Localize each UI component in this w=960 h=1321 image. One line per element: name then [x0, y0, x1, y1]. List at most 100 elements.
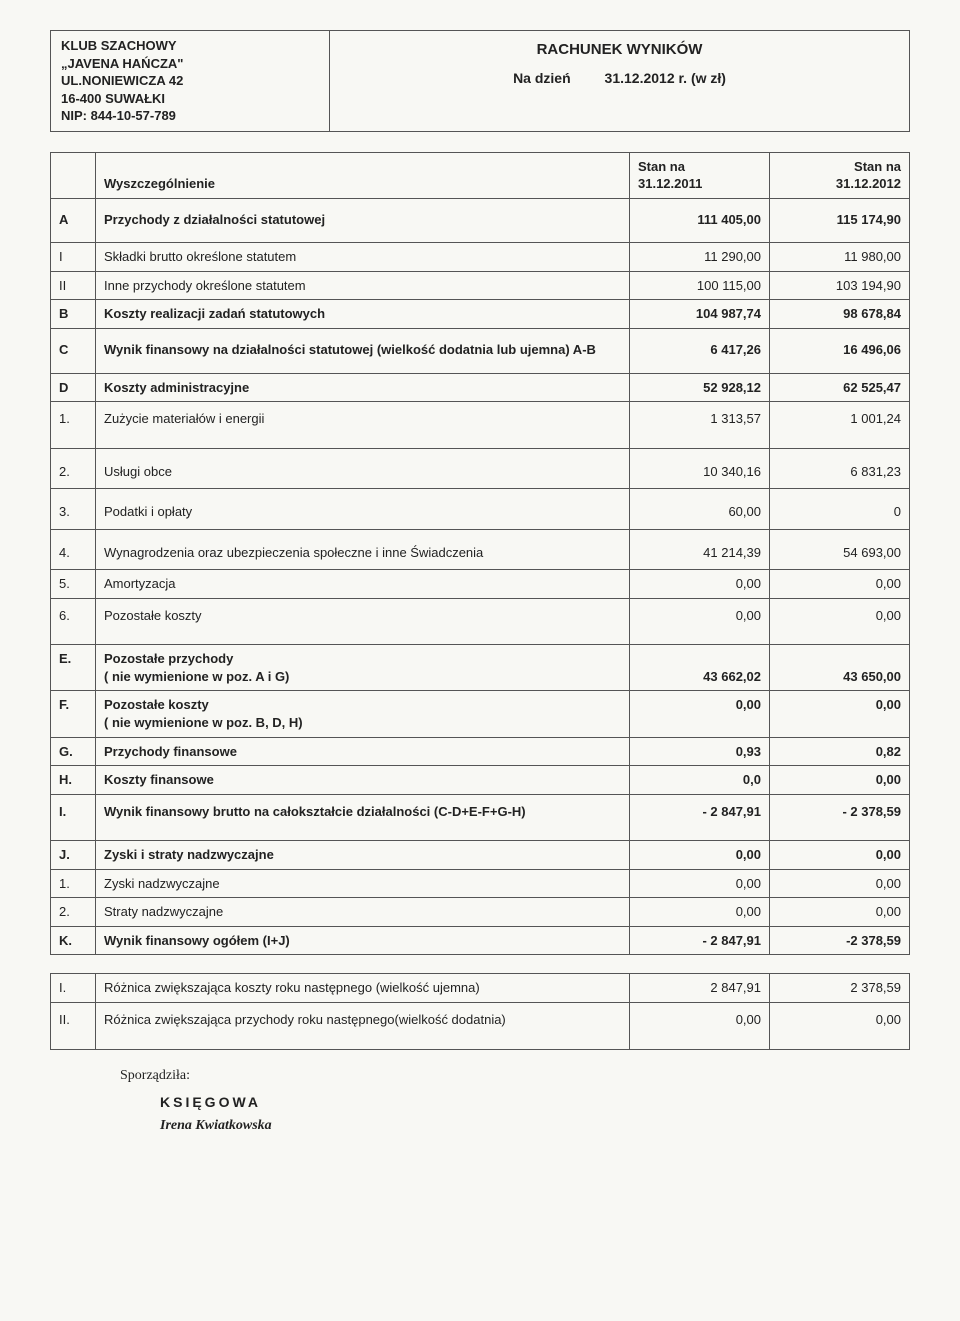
row-id: 1.	[51, 402, 96, 449]
row-id: D	[51, 373, 96, 402]
row-label: Straty nadzwyczajne	[96, 898, 630, 927]
row-id: 4.	[51, 529, 96, 570]
second-table: I.Różnica zwiększająca koszty roku nastę…	[50, 973, 910, 1049]
row-label: Pozostałe koszty	[96, 598, 630, 645]
header-col2: Stan na 31.12.2012	[770, 152, 910, 198]
row-label: Przychody z działalności statutowej	[96, 198, 630, 243]
table-row: DKoszty administracyjne52 928,1262 525,4…	[51, 373, 910, 402]
table-row: 5.Amortyzacja0,000,00	[51, 570, 910, 599]
table-row: ISkładki brutto określone statutem11 290…	[51, 243, 910, 272]
table-row: II.Różnica zwiększająca przychody roku n…	[51, 1002, 910, 1049]
row-value-2011: 41 214,39	[630, 529, 770, 570]
table-row: 3.Podatki i opłaty60,000	[51, 489, 910, 530]
row-id: 5.	[51, 570, 96, 599]
table-row: CWynik finansowy na działalności statuto…	[51, 329, 910, 374]
row-value-2011: 0,00	[630, 869, 770, 898]
org-line: KLUB SZACHOWY	[61, 37, 319, 55]
row-value-2012: 115 174,90	[770, 198, 910, 243]
row-id: I.	[51, 794, 96, 841]
row-value-2011: 60,00	[630, 489, 770, 530]
table-row: E.Pozostałe przychody( nie wymienione w …	[51, 645, 910, 691]
table-row: 6.Pozostałe koszty0,000,00	[51, 598, 910, 645]
row-label: Różnica zwiększająca koszty roku następn…	[96, 974, 630, 1003]
row-value-2012: 103 194,90	[770, 271, 910, 300]
table-row: G.Przychody finansowe0,930,82	[51, 737, 910, 766]
date-row: Na dzień 31.12.2012 r. (w zł)	[350, 70, 889, 86]
header-empty	[51, 152, 96, 198]
table-row: 1.Zyski nadzwyczajne0,000,00	[51, 869, 910, 898]
table-row: 2.Straty nadzwyczajne0,000,00	[51, 898, 910, 927]
org-line: NIP: 844-10-57-789	[61, 107, 319, 125]
row-value-2012: 0,00	[770, 898, 910, 927]
row-value-2011: 52 928,12	[630, 373, 770, 402]
row-id: I	[51, 243, 96, 272]
row-label: Zyski nadzwyczajne	[96, 869, 630, 898]
row-id: H.	[51, 766, 96, 795]
row-id: E.	[51, 645, 96, 691]
row-value-2011: 43 662,02	[630, 645, 770, 691]
row-label: Wynik finansowy ogółem (I+J)	[96, 926, 630, 955]
main-table: Wyszczególnienie Stan na 31.12.2011 Stan…	[50, 152, 910, 956]
row-value-2012: -2 378,59	[770, 926, 910, 955]
row-id: II	[51, 271, 96, 300]
row-label: Usługi obce	[96, 448, 630, 489]
header-col1-line1: Stan na	[638, 159, 685, 174]
row-value-2012: 54 693,00	[770, 529, 910, 570]
row-id: 2.	[51, 448, 96, 489]
row-label: Pozostałe koszty( nie wymienione w poz. …	[96, 691, 630, 737]
row-value-2012: - 2 378,59	[770, 794, 910, 841]
role-text: KSIĘGOWA	[160, 1094, 910, 1110]
row-label: Koszty realizacji zadań statutowych	[96, 300, 630, 329]
row-id: 2.	[51, 898, 96, 927]
row-value-2012: 1 001,24	[770, 402, 910, 449]
row-label: Podatki i opłaty	[96, 489, 630, 530]
row-value-2011: 100 115,00	[630, 271, 770, 300]
row-value-2012: 0,00	[770, 869, 910, 898]
row-value-2011: - 2 847,91	[630, 926, 770, 955]
row-value-2011: 10 340,16	[630, 448, 770, 489]
table-row: K.Wynik finansowy ogółem (I+J)- 2 847,91…	[51, 926, 910, 955]
header-col2-line2: 31.12.2012	[836, 176, 901, 191]
table-row: APrzychody z działalności statutowej111 …	[51, 198, 910, 243]
org-line: UL.NONIEWICZA 42	[61, 72, 319, 90]
row-value-2011: 1 313,57	[630, 402, 770, 449]
document-title: RACHUNEK WYNIKÓW	[350, 41, 889, 58]
table-row: I.Różnica zwiększająca koszty roku nastę…	[51, 974, 910, 1003]
row-label: Wynik finansowy na działalności statutow…	[96, 329, 630, 374]
row-id: C	[51, 329, 96, 374]
row-value-2011: 104 987,74	[630, 300, 770, 329]
table-row: I.Wynik finansowy brutto na całokształci…	[51, 794, 910, 841]
table-row: 4.Wynagrodzenia oraz ubezpieczenia społe…	[51, 529, 910, 570]
title-box: RACHUNEK WYNIKÓW Na dzień 31.12.2012 r. …	[330, 30, 910, 132]
row-label: Zużycie materiałów i energii	[96, 402, 630, 449]
row-value-2012: 16 496,06	[770, 329, 910, 374]
row-value-2012: 98 678,84	[770, 300, 910, 329]
row-value-2012: 43 650,00	[770, 645, 910, 691]
row-label: Składki brutto określone statutem	[96, 243, 630, 272]
row-id: G.	[51, 737, 96, 766]
row-value-2011: 0,00	[630, 691, 770, 737]
row-value-2011: 0,00	[630, 1002, 770, 1049]
row-label: Koszty administracyjne	[96, 373, 630, 402]
org-line: „JAVENA HAŃCZA"	[61, 55, 319, 73]
header-description: Wyszczególnienie	[96, 152, 630, 198]
organization-box: KLUB SZACHOWY „JAVENA HAŃCZA" UL.NONIEWI…	[50, 30, 330, 132]
row-id: J.	[51, 841, 96, 870]
row-id: 3.	[51, 489, 96, 530]
table-row: BKoszty realizacji zadań statutowych104 …	[51, 300, 910, 329]
signer-name: Irena Kwiatkowska	[160, 1118, 910, 1134]
table-row: IIInne przychody określone statutem100 1…	[51, 271, 910, 300]
row-id: 1.	[51, 869, 96, 898]
header-col2-line1: Stan na	[854, 159, 901, 174]
footer: Sporządziła: KSIĘGOWA Irena Kwiatkowska	[120, 1068, 910, 1134]
row-id: K.	[51, 926, 96, 955]
row-id: B	[51, 300, 96, 329]
row-id: II.	[51, 1002, 96, 1049]
row-value-2011: 2 847,91	[630, 974, 770, 1003]
row-value-2011: 0,00	[630, 841, 770, 870]
table-row: F.Pozostałe koszty( nie wymienione w poz…	[51, 691, 910, 737]
row-value-2011: 0,0	[630, 766, 770, 795]
row-value-2012: 11 980,00	[770, 243, 910, 272]
row-label: Inne przychody określone statutem	[96, 271, 630, 300]
row-value-2011: 0,00	[630, 898, 770, 927]
